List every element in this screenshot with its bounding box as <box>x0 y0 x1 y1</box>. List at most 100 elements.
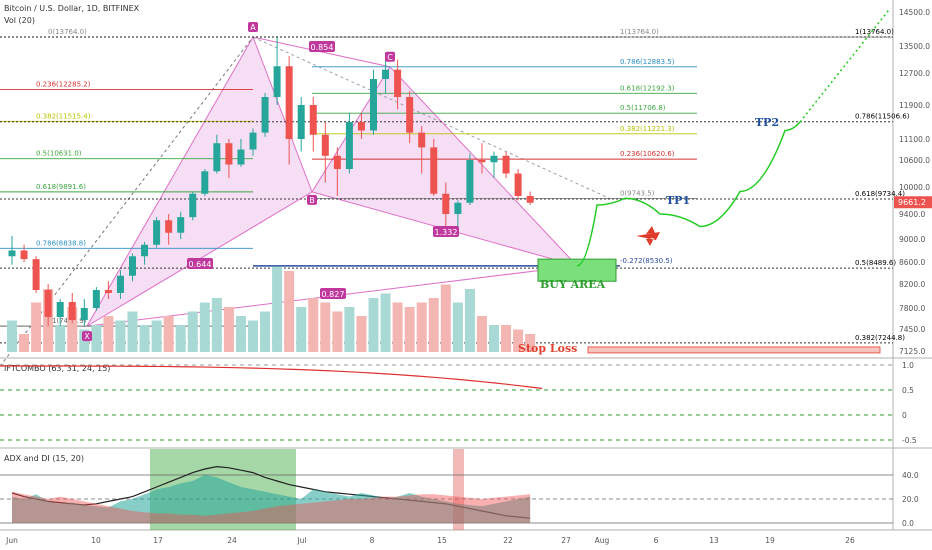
osc-tick: 0.5 <box>902 386 914 395</box>
candle-body <box>466 160 474 203</box>
volume-bar <box>452 302 463 352</box>
candle-body <box>394 69 402 97</box>
candle-body <box>213 143 221 172</box>
chart-title: Bitcoin / U.S. Dollar, 1D, BITFINEX <box>4 4 140 13</box>
fib-mid-label-0: 1(13764.0) <box>620 28 659 36</box>
osc-line <box>0 365 543 390</box>
candle-body <box>309 105 317 135</box>
volume-bar <box>489 325 499 352</box>
candle-body <box>189 193 197 218</box>
volume-bar <box>380 293 391 352</box>
price-tick: 7800.0 <box>899 304 925 313</box>
point-a-label-bg <box>248 22 258 33</box>
fib-mid-label-4: 0.382(11221.3) <box>620 125 675 133</box>
adx-label: ADX and DI (15, 20) <box>4 454 84 463</box>
date-tick: Aug <box>595 536 610 545</box>
fib-mid-label-5: 0.236(10620.6) <box>620 150 675 158</box>
ratio-xd-label: 0.827 <box>322 290 345 299</box>
candle-body <box>333 155 341 169</box>
stop-loss-label: Stop Loss <box>518 342 577 355</box>
candle-body <box>345 122 353 169</box>
date-tick: 19 <box>765 536 775 545</box>
price-tick: 9400.0 <box>899 210 925 219</box>
ratio-xb-label-bg <box>187 258 213 269</box>
candle-body <box>129 256 136 276</box>
osc-label: IFTCOMBO (63, 31, 24, 15) <box>4 364 111 373</box>
point-c-label: C <box>387 53 393 62</box>
volume-bar <box>31 302 42 352</box>
osc-tick: 1.0 <box>902 361 914 370</box>
candle-body <box>442 193 450 214</box>
volume-bar <box>19 334 30 352</box>
volume-bar <box>223 307 234 352</box>
candle-body <box>430 147 438 194</box>
candle-body <box>321 134 329 156</box>
point-x-label: X <box>84 332 90 341</box>
candle-body <box>297 105 305 139</box>
point-x-label-bg <box>82 331 92 342</box>
buy-area-box <box>537 258 617 282</box>
price-tick: 10600.0 <box>899 156 930 165</box>
price-tick: 12700.0 <box>899 69 930 78</box>
candle-body <box>249 132 257 150</box>
ratio-ac-label-bg <box>309 41 335 52</box>
volume-label: Vol (20) <box>4 16 35 25</box>
projection-path <box>576 121 801 267</box>
tp1-label: TP1 <box>666 194 690 207</box>
date-tick: 6 <box>654 536 659 545</box>
osc-tick: -0.5 <box>902 436 917 445</box>
point-c-label-bg <box>385 51 395 62</box>
candle-body <box>237 149 245 165</box>
date-tick: 13 <box>709 536 719 545</box>
volume-bar <box>513 329 524 352</box>
airplane-icon <box>636 226 660 246</box>
candle-body <box>201 171 209 194</box>
candle-body <box>20 250 28 260</box>
volume-bar <box>115 320 126 352</box>
stop-loss-box <box>587 346 881 354</box>
date-tick: 27 <box>561 536 571 545</box>
volume-bar <box>284 271 295 352</box>
candle-body <box>261 97 269 133</box>
volume-bar <box>440 284 451 352</box>
volume-bar <box>476 316 487 352</box>
fib-right-label-3: 0.5(8489.6) <box>855 259 896 267</box>
point-b-label-bg <box>307 194 317 205</box>
last-price-box <box>894 196 932 209</box>
candle-body <box>68 302 76 320</box>
date-tick: 17 <box>153 536 163 545</box>
volume-bar <box>501 325 512 352</box>
ratio-xd-label-bg <box>320 288 346 299</box>
volume-bar <box>199 302 210 352</box>
buy-area-label: BUY AREA <box>540 278 606 291</box>
osc-tick: 0 <box>902 411 907 420</box>
price-tick: 8200.0 <box>899 280 925 289</box>
volume-bar <box>356 316 367 352</box>
volume-bar <box>272 266 283 352</box>
price-tick: 7450.0 <box>899 325 925 334</box>
volume-bar <box>127 311 138 352</box>
ratio-bd-label-bg <box>433 226 459 237</box>
volume-bar <box>67 307 78 352</box>
volume-bar <box>139 325 150 352</box>
volume-bar <box>187 311 198 352</box>
volume-bar <box>151 320 162 352</box>
adx-tick: 0.0 <box>902 519 914 528</box>
volume-bar <box>308 298 319 352</box>
volume-bar <box>320 302 331 352</box>
last-price-label: 9661.2 <box>898 198 926 207</box>
price-tick: 13500.0 <box>899 42 930 51</box>
point-a-label: A <box>250 23 256 32</box>
date-tick: Jul <box>296 536 306 545</box>
candle-body <box>478 160 486 163</box>
volume-bar <box>260 311 271 352</box>
price-tick: 14500.0 <box>899 8 930 17</box>
volume-bar <box>368 298 379 352</box>
date-tick: 8 <box>370 536 375 545</box>
fib-right-label-1: 0.786(11506.6) <box>855 113 910 121</box>
price-tick: 7125.0 <box>899 347 925 356</box>
candle-body <box>454 202 462 214</box>
di-minus-area <box>12 491 531 523</box>
volume-bar <box>7 320 17 352</box>
